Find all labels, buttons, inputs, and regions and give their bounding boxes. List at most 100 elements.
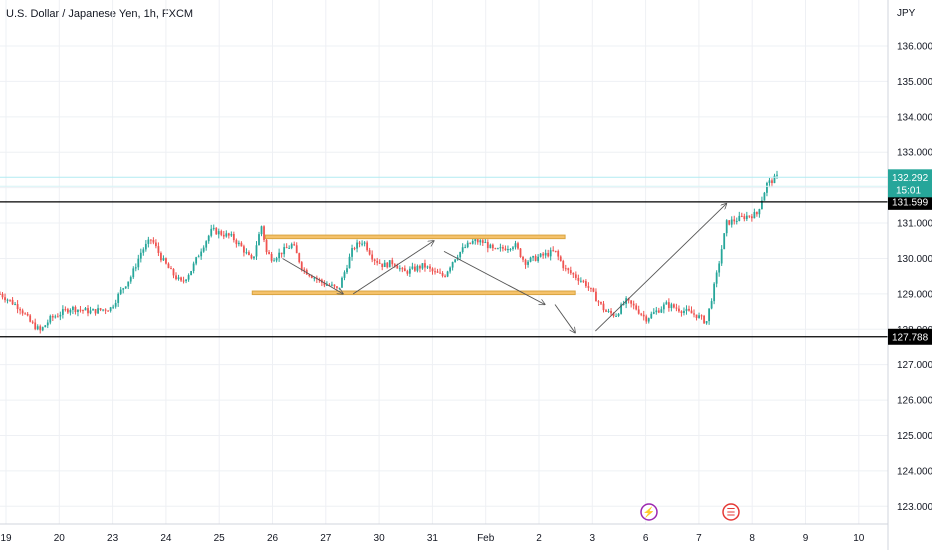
candle-body [532,256,534,258]
trend-arrow[interactable] [595,204,726,332]
y-tick-label: 125.000 [897,431,932,442]
trend-arrows[interactable] [282,204,727,333]
candle-body [725,220,728,234]
candle-body [665,302,668,305]
candle-body [300,262,303,270]
event-markers[interactable]: ⚡ ☰ [640,503,740,521]
candle-body [454,259,457,263]
candle-body [512,247,514,249]
candle-body [419,265,421,269]
candle-body [542,253,545,256]
candle-body [41,327,44,331]
candle-body [733,219,736,222]
candle-body [574,274,577,278]
candle-body [678,308,680,312]
zone-rectangle[interactable] [251,290,576,296]
candle-body [160,252,162,261]
candle-body [34,322,37,330]
candle-body [87,308,89,314]
candle-body [773,175,776,184]
candle-body [77,309,79,313]
event-marker-flag[interactable] [722,503,740,521]
chart-title: U.S. Dollar / Japanese Yen, 1h, FXCM [6,8,194,20]
candle-body [771,180,773,184]
candle-body [537,256,540,261]
candle-body [109,307,112,311]
zone-rectangle[interactable] [264,234,566,240]
candle-body [745,215,748,220]
candles [0,170,778,334]
candle-body [715,272,718,284]
candle-body [61,309,64,315]
candle-body [600,301,602,304]
candle-body [670,304,673,309]
candle-body [84,308,87,311]
candle-body [534,256,537,261]
candle-body [602,303,605,311]
support-resistance-zones[interactable] [251,234,576,296]
candle-body [723,233,726,250]
candle-body [610,310,612,314]
candle-body [436,271,439,273]
candle-body [175,275,177,280]
candle-body [476,239,479,243]
trend-arrow[interactable] [352,241,434,295]
candle-body [396,265,399,269]
candle-body [24,313,27,315]
candle-body [426,266,429,268]
event-marker-dividend[interactable] [640,503,658,521]
candle-body [763,192,766,201]
x-tick-label: 24 [160,533,172,544]
candle-body [652,312,655,314]
candle-body [761,200,763,210]
event-marker-flag-glyph: ☰ [727,508,736,519]
candle-body [144,243,147,250]
candle-body [331,284,333,286]
candle-body [177,277,180,280]
candle-body [421,263,424,269]
y-tick-label: 123.000 [897,502,932,513]
candle-body [373,259,376,261]
candle-body [728,220,731,225]
candle-body [114,302,117,307]
candle-body [265,239,268,253]
candle-body [632,303,635,306]
candle-body [157,246,160,253]
candle-body [738,215,741,221]
candle-body [139,252,142,259]
candle-body [376,260,379,263]
horizontal-levels[interactable] [0,176,888,338]
candle-body [449,267,452,272]
candle-body [637,309,640,314]
candle-body [270,254,273,261]
trend-arrow[interactable] [443,250,545,304]
candle-body [72,306,74,310]
candle-body [94,309,97,314]
candle-body [690,310,693,314]
candle-body [255,245,258,257]
candle-body [167,263,170,269]
candle-body [758,209,761,215]
candle-body [82,310,84,312]
trend-arrow[interactable] [554,304,575,332]
candle-body [461,247,464,252]
candle-body [245,252,248,254]
candle-body [220,231,223,235]
candle-body [612,313,615,317]
candle-body [509,248,512,250]
trend-arrow[interactable] [282,258,344,293]
candle-body [444,275,446,277]
candle-body [748,215,751,217]
candle-body [484,242,487,244]
candle-body [527,261,529,265]
candle-body [134,267,137,269]
candle-body [325,284,328,286]
candle-body [524,259,527,265]
candle-body [107,310,110,312]
candle-body [431,268,434,272]
candle-body [172,268,175,276]
candle-body [474,239,477,241]
candle-body [6,299,9,301]
